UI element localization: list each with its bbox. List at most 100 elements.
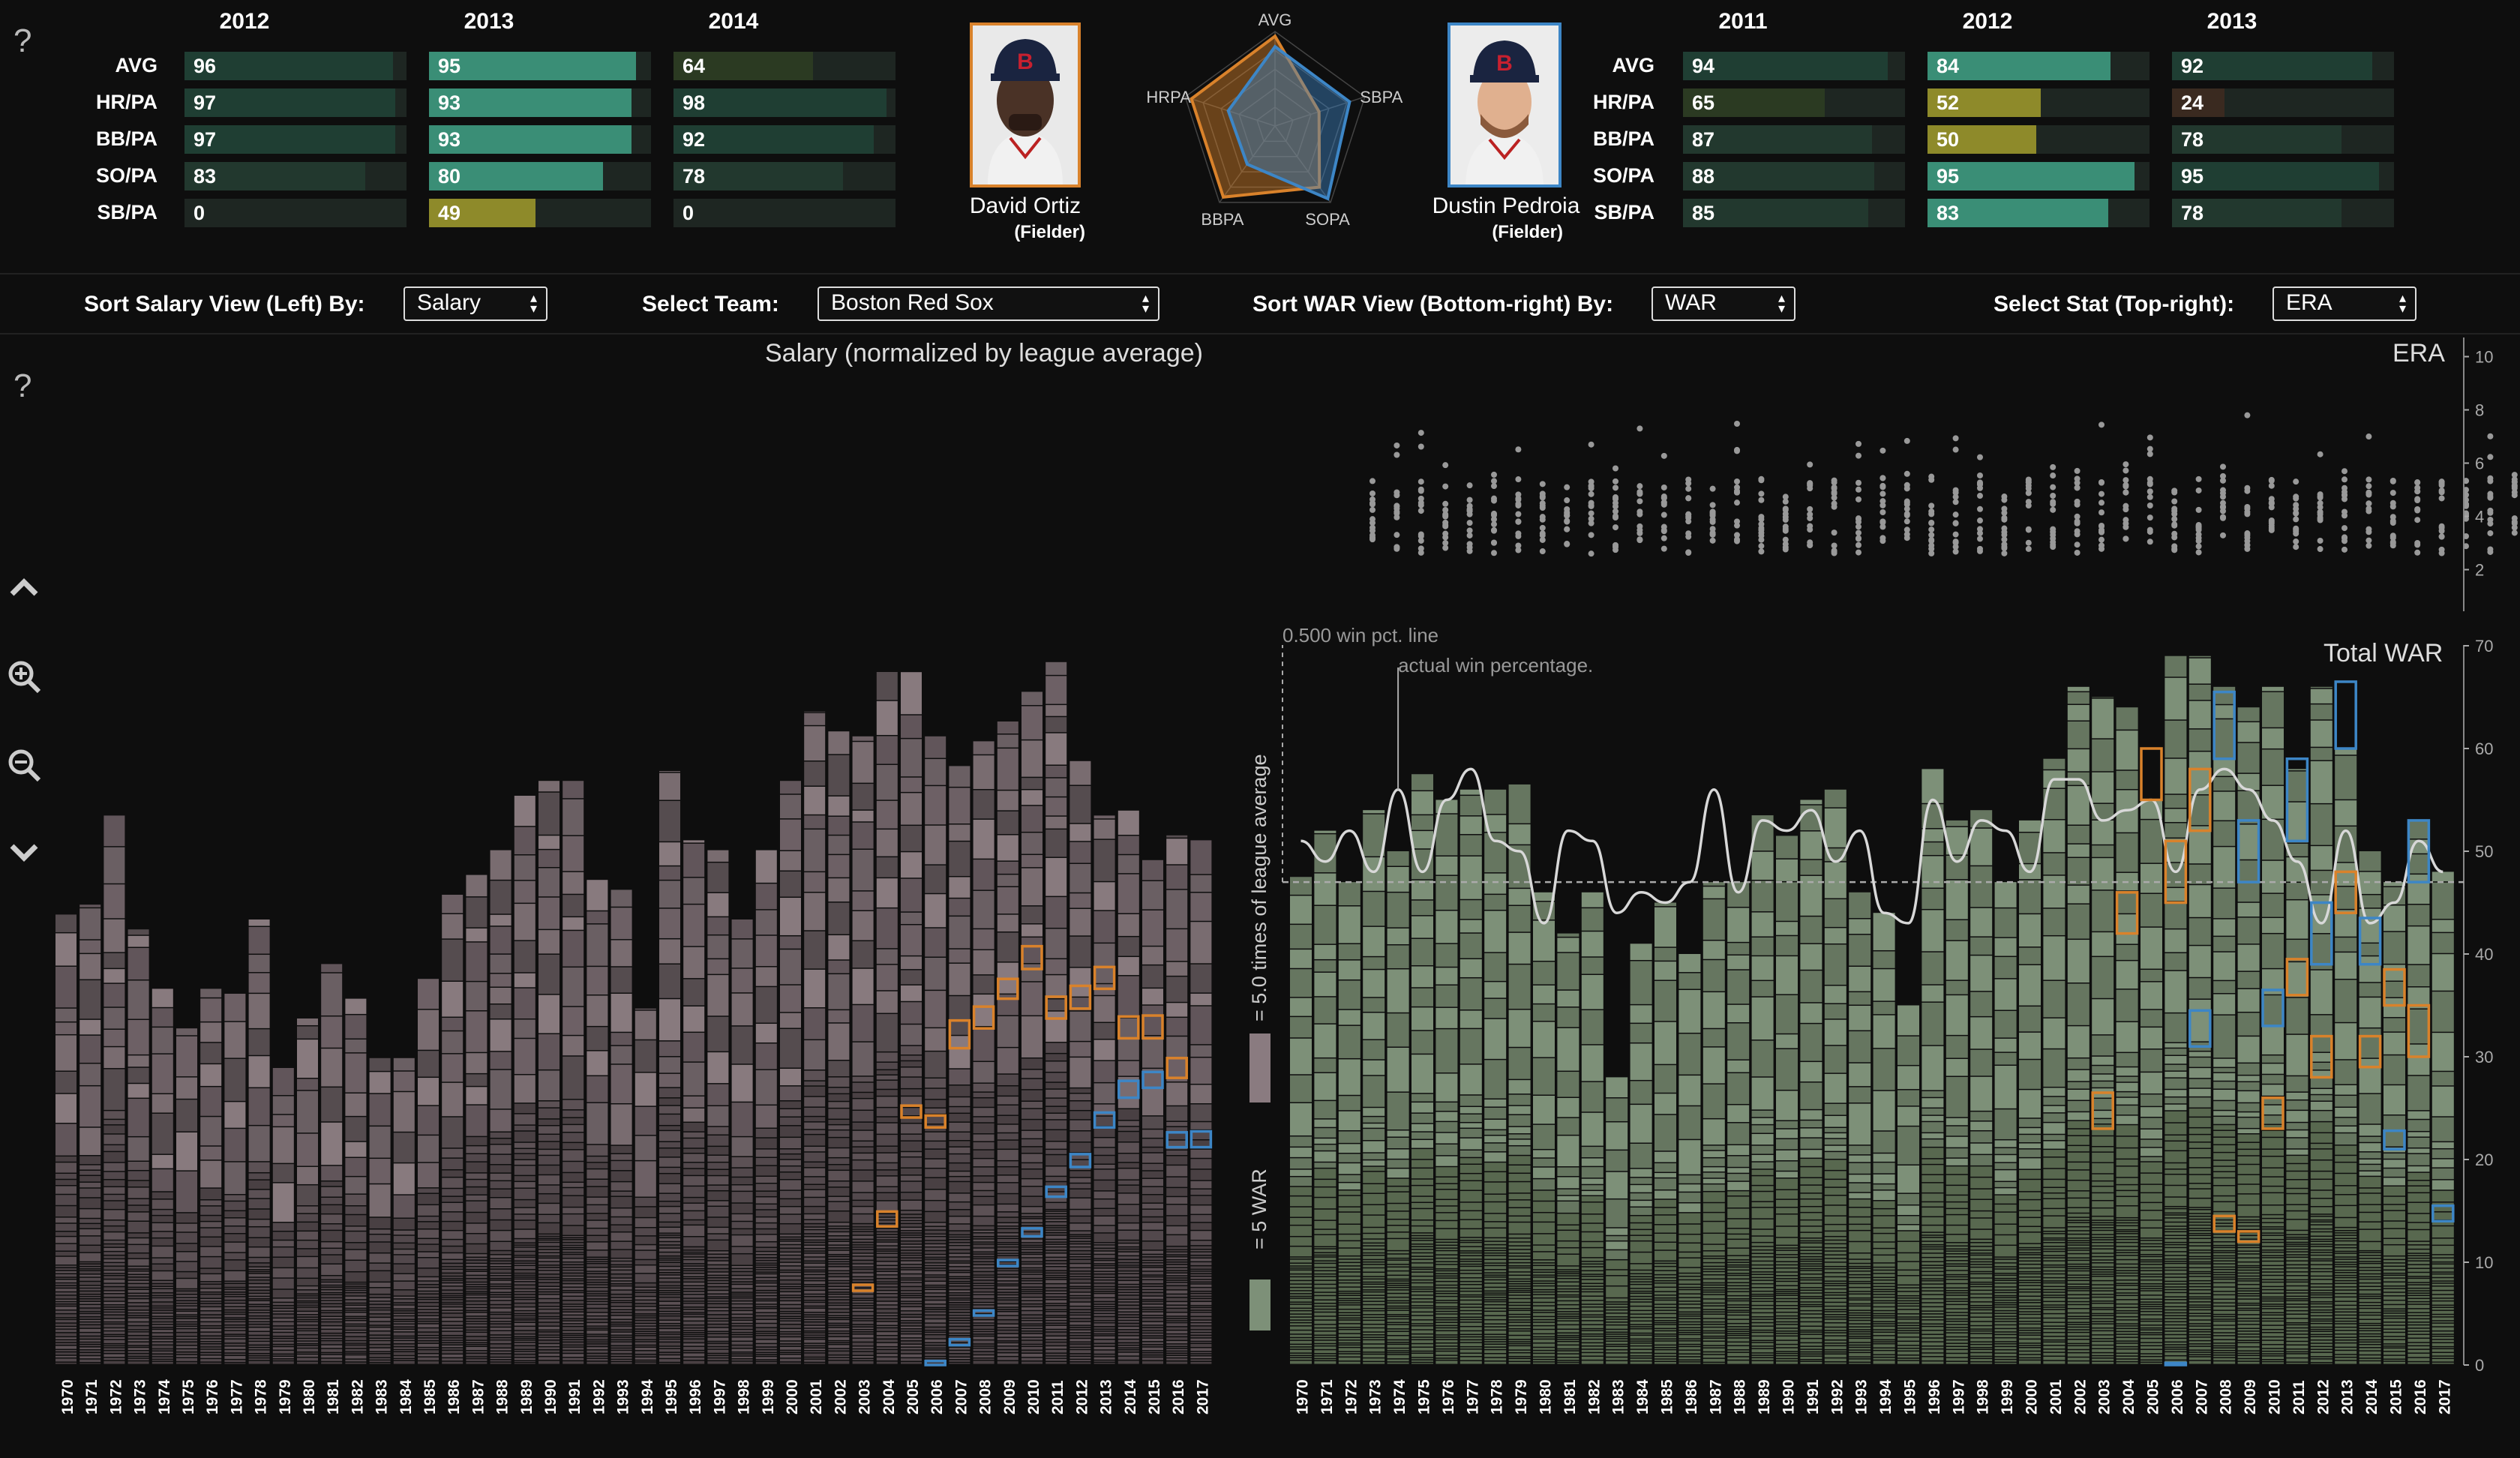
salary-segment bbox=[780, 1273, 801, 1276]
salary-segment bbox=[973, 1159, 994, 1167]
war-segment bbox=[1412, 988, 1433, 1006]
war-bar bbox=[1533, 892, 1555, 1364]
salary-segment bbox=[925, 1348, 946, 1350]
stat-bar[interactable]: 78 bbox=[2172, 199, 2394, 227]
salary-segment bbox=[248, 1312, 270, 1316]
chevron-up-icon[interactable] bbox=[8, 576, 40, 598]
salary-segment bbox=[369, 1345, 391, 1348]
stat-bar[interactable]: 49 bbox=[429, 199, 651, 227]
war-segment bbox=[1436, 1190, 1458, 1199]
salary-segment bbox=[925, 1159, 946, 1168]
era-point bbox=[1370, 520, 1376, 526]
stat-bar[interactable]: 95 bbox=[429, 52, 651, 80]
salary-segment bbox=[224, 1356, 246, 1359]
salary-segment bbox=[804, 1272, 826, 1274]
war-segment bbox=[1702, 1358, 1725, 1362]
salary-segment bbox=[1094, 1343, 1115, 1346]
sort-war-select[interactable]: WAR ▴ ▾ bbox=[1652, 286, 1796, 321]
salary-segment bbox=[562, 1342, 584, 1345]
salary-segment bbox=[1118, 1154, 1139, 1162]
stat-bar[interactable]: 97 bbox=[184, 125, 406, 154]
zoom-in-icon[interactable] bbox=[6, 658, 42, 694]
stat-bar[interactable]: 88 bbox=[1683, 162, 1905, 190]
salary-segment bbox=[586, 1179, 608, 1186]
salary-segment bbox=[683, 1264, 705, 1266]
stat-bar[interactable]: 97 bbox=[184, 88, 406, 117]
salary-segment bbox=[1166, 1318, 1188, 1321]
salary-segment bbox=[659, 1294, 680, 1297]
stat-bar[interactable]: 93 bbox=[429, 88, 651, 117]
salary-segment bbox=[997, 1262, 1018, 1264]
stat-bar[interactable]: 95 bbox=[1928, 162, 2150, 190]
salary-segment bbox=[80, 1363, 101, 1364]
help-icon-main[interactable]: ? bbox=[14, 368, 32, 404]
stat-bar[interactable]: 98 bbox=[674, 88, 896, 117]
stat-bar[interactable]: 80 bbox=[429, 162, 651, 190]
salary-segment bbox=[538, 1034, 560, 1070]
stat-select[interactable]: ERA ▴ ▾ bbox=[2272, 286, 2416, 321]
stat-bar[interactable]: 78 bbox=[2172, 125, 2394, 154]
war-segment bbox=[1484, 1309, 1507, 1311]
help-icon-top[interactable]: ? bbox=[14, 22, 32, 59]
sort-salary-select[interactable]: Salary ▴ ▾ bbox=[404, 286, 548, 321]
war-segment bbox=[1412, 1358, 1433, 1360]
salary-segment bbox=[248, 973, 270, 993]
era-point bbox=[1807, 526, 1814, 533]
war-segment bbox=[1363, 1295, 1385, 1298]
salary-segment bbox=[1142, 1217, 1163, 1222]
salary-segment bbox=[1022, 1232, 1042, 1235]
chevron-down-icon[interactable] bbox=[8, 842, 40, 864]
war-segment bbox=[1460, 1304, 1482, 1307]
stat-bar[interactable]: 52 bbox=[1928, 88, 2150, 117]
war-segment bbox=[1436, 1112, 1458, 1121]
era-point bbox=[1928, 519, 1935, 526]
war-segment bbox=[1338, 1212, 1360, 1224]
war-segment bbox=[1338, 1346, 1360, 1347]
pedroia-photo[interactable]: B bbox=[1448, 22, 1562, 188]
salary-segment bbox=[1022, 1239, 1042, 1243]
era-point bbox=[2171, 530, 2178, 537]
stat-bar[interactable]: 0 bbox=[674, 199, 896, 227]
war-segment bbox=[1581, 1045, 1604, 1082]
salary-segment bbox=[56, 1352, 76, 1355]
stat-bar[interactable]: 92 bbox=[674, 125, 896, 154]
salary-segment bbox=[634, 1297, 656, 1300]
salary-segment bbox=[1070, 1178, 1091, 1183]
stat-bar[interactable]: 50 bbox=[1928, 125, 2150, 154]
zoom-out-icon[interactable] bbox=[6, 747, 42, 783]
salary-segment bbox=[1190, 1320, 1212, 1322]
stat-bar[interactable]: 64 bbox=[674, 52, 896, 80]
salary-segment bbox=[490, 1173, 512, 1180]
era-point bbox=[2025, 490, 2032, 496]
stat-bar[interactable]: 85 bbox=[1683, 199, 1905, 227]
stat-bar[interactable]: 65 bbox=[1683, 88, 1905, 117]
stat-bar[interactable]: 84 bbox=[1928, 52, 2150, 80]
stat-bar[interactable]: 93 bbox=[429, 125, 651, 154]
stat-bar[interactable]: 0 bbox=[184, 199, 406, 227]
stat-bar[interactable]: 94 bbox=[1683, 52, 1905, 80]
salary-segment bbox=[538, 897, 560, 929]
salary-segment bbox=[780, 1276, 801, 1280]
war-segment bbox=[1460, 1307, 1482, 1310]
stat-bar[interactable]: 83 bbox=[1928, 199, 2150, 227]
team-select[interactable]: Boston Red Sox ▴ ▾ bbox=[818, 286, 1160, 321]
war-segment bbox=[1654, 1094, 1676, 1114]
stat-bar[interactable]: 83 bbox=[184, 162, 406, 190]
salary-segment bbox=[490, 1255, 512, 1258]
salary-segment bbox=[538, 1238, 560, 1240]
stat-bar[interactable]: 95 bbox=[2172, 162, 2394, 190]
stat-bar[interactable]: 87 bbox=[1683, 125, 1905, 154]
ortiz-photo[interactable]: B bbox=[970, 22, 1081, 188]
stat-label-avg: AVG bbox=[1612, 54, 1654, 76]
stat-bar[interactable]: 92 bbox=[2172, 52, 2394, 80]
salary-segment bbox=[707, 1217, 729, 1227]
stat-bar[interactable]: 96 bbox=[184, 52, 406, 80]
salary-segment bbox=[586, 1312, 608, 1316]
salary-segment bbox=[442, 1276, 464, 1278]
stat-bar[interactable]: 24 bbox=[2172, 88, 2394, 117]
salary-segment bbox=[248, 1360, 270, 1364]
salary-segment bbox=[56, 1302, 76, 1304]
war-segment bbox=[1484, 1143, 1507, 1152]
war-segment bbox=[1678, 1234, 1701, 1243]
stat-bar[interactable]: 78 bbox=[674, 162, 896, 190]
